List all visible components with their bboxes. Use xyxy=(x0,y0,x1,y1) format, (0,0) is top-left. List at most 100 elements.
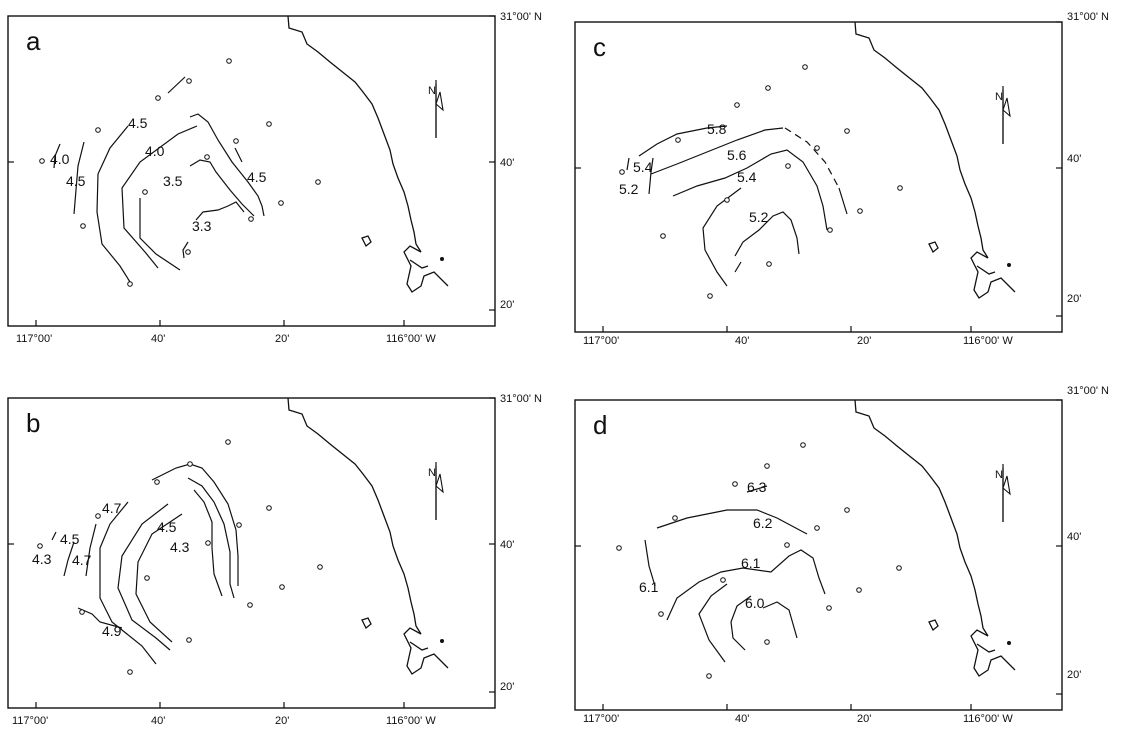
contour-line xyxy=(746,485,768,493)
contour-line xyxy=(51,531,57,541)
north-arrow-label: N xyxy=(995,91,1003,103)
lat-label-top: 31°00' N xyxy=(1067,385,1109,397)
lon-label-west: 117°00' xyxy=(16,333,52,345)
panel-letter: a xyxy=(26,26,41,56)
contour-line xyxy=(648,157,654,195)
contour-line xyxy=(234,147,243,163)
lon-label-40: 40' xyxy=(735,335,749,347)
panel-letter: d xyxy=(593,410,607,440)
station-markers xyxy=(619,64,903,299)
lon-label-20: 20' xyxy=(857,335,871,347)
lat-label-mid: 40' xyxy=(1067,531,1081,543)
contour-label: 4.0 xyxy=(50,151,70,167)
contour-line xyxy=(135,513,183,643)
contour-line xyxy=(762,601,798,639)
contour-line xyxy=(139,198,181,271)
contour-label: 6.1 xyxy=(741,555,761,571)
contour-line xyxy=(698,583,728,663)
panel-c: c N 31°00' N 40' 20' 117°00' 40' 20' 116… xyxy=(574,11,1109,347)
contour-line xyxy=(734,211,800,257)
contour-line xyxy=(672,149,828,231)
contour-label: 4.5 xyxy=(66,173,86,189)
contour-line xyxy=(626,157,630,171)
contour-label: 4.3 xyxy=(32,551,52,567)
contour-line xyxy=(702,187,742,287)
panel-b: b N 31°00' N 40' 20' 117°00' 40' 20' 116… xyxy=(7,393,542,727)
lat-label-bottom: 20' xyxy=(1067,669,1081,681)
contour-label: 4.3 xyxy=(170,539,190,555)
contour-label: 4.9 xyxy=(102,623,122,639)
contour-label: 5.2 xyxy=(749,209,769,225)
contour-line xyxy=(63,541,75,577)
contour-line xyxy=(644,539,656,587)
contour-line xyxy=(193,489,223,597)
lat-label-bottom: 20' xyxy=(1067,293,1081,305)
lat-label-top: 31°00' N xyxy=(500,393,542,405)
lon-label-east: 116°00' W xyxy=(963,335,1013,347)
contour-line xyxy=(96,125,131,283)
lat-label-top: 31°00' N xyxy=(1067,11,1109,23)
contour-line xyxy=(99,501,157,665)
lon-label-east: 116°00' W xyxy=(386,715,436,727)
contour-line xyxy=(734,261,742,273)
contour-label: 6.1 xyxy=(639,579,659,595)
lat-label-mid: 40' xyxy=(500,157,514,169)
contour-line xyxy=(656,509,808,535)
contour-label: 3.5 xyxy=(163,173,183,189)
contour-label: 6.0 xyxy=(745,595,765,611)
contour-line xyxy=(189,159,255,217)
lon-label-west: 117°00' xyxy=(583,713,619,725)
north-arrow-label: N xyxy=(995,469,1003,481)
north-arrow-label: N xyxy=(428,85,436,97)
contour-label: 5.4 xyxy=(633,159,653,175)
contour-label: 6.3 xyxy=(747,479,767,495)
lat-label-bottom: 20' xyxy=(500,299,514,311)
contour-label: 5.4 xyxy=(737,169,757,185)
lon-label-20: 20' xyxy=(275,333,289,345)
contour-line xyxy=(121,125,198,269)
panel-letter: c xyxy=(593,32,606,62)
contour-line xyxy=(182,241,189,259)
contour-line xyxy=(666,549,826,621)
contour-line xyxy=(167,76,186,94)
contour-label: 5.8 xyxy=(707,121,727,137)
lon-label-20: 20' xyxy=(857,713,871,725)
contour-line-dashed xyxy=(784,127,840,189)
lat-label-bottom: 20' xyxy=(500,681,514,693)
lon-label-20: 20' xyxy=(275,715,289,727)
contour-line xyxy=(189,113,265,217)
lat-label-mid: 40' xyxy=(500,539,514,551)
contour-label: 4.0 xyxy=(145,143,165,159)
contour-line xyxy=(151,463,239,586)
panel-d: d N 31°00' N 40' 20' 117°00' 40' 116°00'… xyxy=(574,385,1109,725)
contour-line xyxy=(838,187,848,215)
contour-line xyxy=(73,141,85,215)
contour-line xyxy=(53,143,61,169)
contour-line xyxy=(77,607,123,629)
lon-label-west: 117°00' xyxy=(583,335,619,347)
contour-line xyxy=(730,595,752,651)
station-markers xyxy=(37,439,323,675)
lon-label-east: 116°00' W xyxy=(963,713,1013,725)
contour-line xyxy=(85,523,97,577)
contour-label: 4.7 xyxy=(72,552,92,568)
lon-label-40: 40' xyxy=(151,715,165,727)
lon-label-west: 117°00' xyxy=(12,715,48,727)
lon-label-40: 40' xyxy=(735,713,749,725)
station-markers xyxy=(616,442,902,679)
contour-label: 4.5 xyxy=(60,531,80,547)
contour-label: 5.6 xyxy=(727,147,747,163)
contour-line xyxy=(187,477,235,599)
contour-label: 3.3 xyxy=(192,218,212,234)
contour-label: 4.5 xyxy=(128,115,148,131)
contour-label: 4.5 xyxy=(247,169,267,185)
panel-letter: b xyxy=(26,408,40,438)
contour-line xyxy=(117,503,171,651)
lon-label-east: 116°00' W xyxy=(386,333,436,345)
lon-label-40: 40' xyxy=(151,333,165,345)
contour-line xyxy=(650,127,784,175)
contour-line xyxy=(195,201,245,221)
lat-label-top: 31°00' N xyxy=(500,11,542,23)
north-arrow-label: N xyxy=(428,467,436,479)
